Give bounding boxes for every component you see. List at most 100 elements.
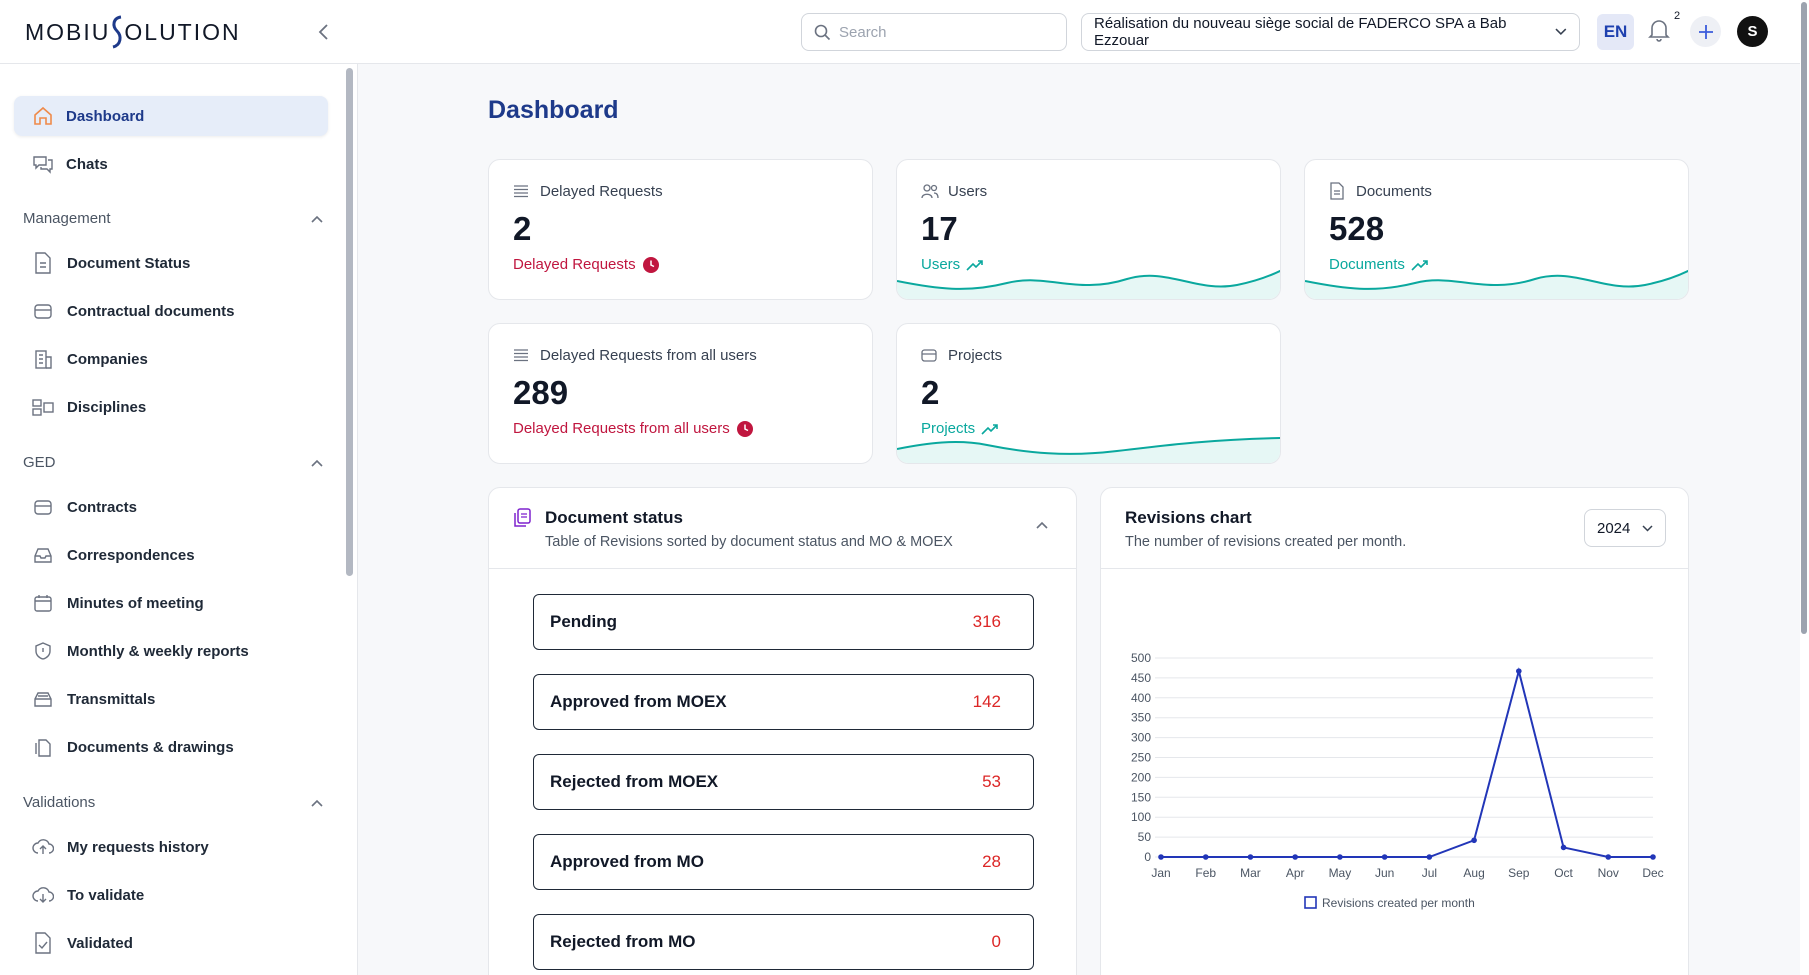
- cloud-upload-icon: [32, 836, 54, 858]
- sidebar-item-label: Correspondences: [67, 546, 195, 564]
- year-select[interactable]: 2024: [1584, 509, 1666, 547]
- data-point: [1292, 854, 1298, 860]
- sidebar-item-label: Contractual documents: [67, 302, 235, 320]
- status-count: 28: [982, 852, 1001, 871]
- stat-card-projects[interactable]: Projects 2 Projects: [896, 323, 1281, 464]
- sidebar-item-label: Minutes of meeting: [67, 594, 204, 612]
- status-row-approved-mo[interactable]: Approved from MO 28: [533, 834, 1034, 890]
- y-tick-label: 0: [1144, 850, 1151, 864]
- trending-up-icon: [981, 423, 998, 435]
- sidebar-item-document-status[interactable]: Document Status: [14, 243, 328, 283]
- panel-title: Document status: [545, 508, 683, 527]
- file-check-icon: [32, 932, 54, 954]
- series-line: [1161, 667, 1653, 858]
- card-subtitle-text: Projects: [921, 420, 976, 437]
- sidebar-item-minutes-of-meeting[interactable]: Minutes of meeting: [14, 583, 328, 623]
- trending-up-icon: [1411, 259, 1428, 271]
- brand-logo[interactable]: MOBIU OLUTION: [25, 14, 241, 50]
- section-title: Management: [23, 210, 111, 227]
- card-value: 2: [921, 374, 940, 411]
- sidebar-item-documents-drawings[interactable]: Documents & drawings: [14, 727, 328, 767]
- data-point: [1471, 837, 1477, 844]
- sidebar-scrollbar[interactable]: [346, 68, 353, 576]
- y-tick-label: 250: [1131, 751, 1151, 765]
- clock-icon: [736, 420, 753, 437]
- status-row-rejected-moex[interactable]: Rejected from MOEX 53: [533, 754, 1034, 810]
- search-icon: [814, 24, 831, 40]
- user-avatar[interactable]: S: [1737, 16, 1768, 47]
- sidebar-item-label: Documents & drawings: [67, 738, 234, 756]
- sidebar-item-disciplines[interactable]: Disciplines: [14, 387, 328, 427]
- sidebar-item-companies[interactable]: Companies: [14, 339, 328, 379]
- section-management-header[interactable]: Management: [23, 210, 323, 227]
- sidebar-item-chats[interactable]: Chats: [14, 144, 328, 184]
- sidebar-item-monthly-weekly-reports[interactable]: Monthly & weekly reports: [14, 631, 328, 671]
- search-input[interactable]: [839, 23, 1039, 41]
- cloud-download-icon: [32, 884, 54, 906]
- y-tick-label: 400: [1131, 691, 1151, 705]
- data-point: [1605, 854, 1612, 860]
- data-point: [1158, 854, 1164, 860]
- stat-card-delayed-requests[interactable]: Delayed Requests 2 Delayed Requests: [488, 159, 873, 300]
- chat-icon: [32, 153, 54, 175]
- sidebar-item-my-requests-history[interactable]: My requests history: [14, 827, 328, 867]
- layout-icon: [32, 396, 54, 418]
- x-tick-label: Jan: [1151, 866, 1170, 880]
- sidebar-item-dashboard[interactable]: Dashboard: [14, 96, 328, 136]
- add-button[interactable]: [1690, 16, 1721, 47]
- document-icon: [1329, 182, 1347, 200]
- sidebar-item-label: To validate: [67, 886, 145, 904]
- status-row-pending[interactable]: Pending 316: [533, 594, 1034, 650]
- collapse-sidebar-button[interactable]: [312, 20, 336, 44]
- logo-text-right: OLUTION: [124, 18, 241, 45]
- sidebar-item-transmittals[interactable]: Transmittals: [14, 679, 328, 719]
- card-title: Documents: [1356, 182, 1432, 200]
- data-point: [1337, 854, 1343, 860]
- sidebar-item-label: Validated: [67, 934, 133, 952]
- status-count: 316: [972, 612, 1001, 631]
- sidebar-item-label: Companies: [67, 350, 148, 368]
- status-label: Rejected from MO: [550, 932, 696, 951]
- chevron-up-icon[interactable]: [1036, 521, 1048, 529]
- panel-header: Revisions chart The number of revisions …: [1101, 488, 1688, 569]
- sidebar-item-validated[interactable]: Validated: [14, 923, 328, 963]
- calendar-icon: [32, 592, 54, 614]
- page-scrollbar[interactable]: [1800, 0, 1809, 975]
- x-tick-label: Feb: [1195, 866, 1216, 880]
- y-tick-label: 350: [1131, 711, 1151, 725]
- project-select[interactable]: Réalisation du nouveau siège social de F…: [1081, 13, 1580, 51]
- card-title: Delayed Requests: [540, 182, 663, 200]
- search-box[interactable]: [801, 13, 1067, 51]
- section-ged-header[interactable]: GED: [23, 454, 323, 471]
- sidebar-item-contracts[interactable]: Contracts: [14, 487, 328, 527]
- card-subtitle-text: Delayed Requests: [513, 256, 636, 273]
- panel-header: Document status Table of Revisions sorte…: [489, 488, 1076, 569]
- sidebar-item-correspondences[interactable]: Correspondences: [14, 535, 328, 575]
- stat-card-delayed-requests-all-users[interactable]: Delayed Requests from all users 289 Dela…: [488, 323, 873, 464]
- sidebar-item-contractual-documents[interactable]: Contractual documents: [14, 291, 328, 331]
- section-validations-header[interactable]: Validations: [23, 794, 323, 811]
- stat-card-users[interactable]: Users 17 Users: [896, 159, 1281, 300]
- data-point: [1516, 668, 1522, 674]
- logo-text-left: MOBIU: [25, 18, 111, 45]
- card-subtitle: Delayed Requests from all users: [513, 420, 753, 437]
- users-icon: [921, 182, 939, 200]
- sidebar-item-to-validate[interactable]: To validate: [14, 875, 328, 915]
- plus-icon: [1698, 24, 1713, 39]
- data-point: [1426, 854, 1433, 860]
- archive-icon: [32, 496, 54, 518]
- status-row-rejected-mo[interactable]: Rejected from MO 0: [533, 914, 1034, 970]
- clipboard-icon: [514, 508, 531, 527]
- chevron-up-icon: [311, 799, 323, 807]
- language-button[interactable]: EN: [1597, 14, 1634, 50]
- status-row-approved-moex[interactable]: Approved from MOEX 142: [533, 674, 1034, 730]
- page-scrollbar-thumb[interactable]: [1801, 2, 1807, 634]
- panel-description: Table of Revisions sorted by document st…: [545, 534, 953, 550]
- card-title: Projects: [948, 346, 1003, 364]
- clock-icon: [642, 256, 659, 273]
- card-subtitle: Delayed Requests: [513, 256, 659, 273]
- notification-count-badge: 2: [1674, 10, 1681, 22]
- stat-card-documents[interactable]: Documents 528 Documents: [1304, 159, 1689, 300]
- status-label: Approved from MO: [550, 852, 704, 871]
- notifications-button[interactable]: [1648, 18, 1674, 46]
